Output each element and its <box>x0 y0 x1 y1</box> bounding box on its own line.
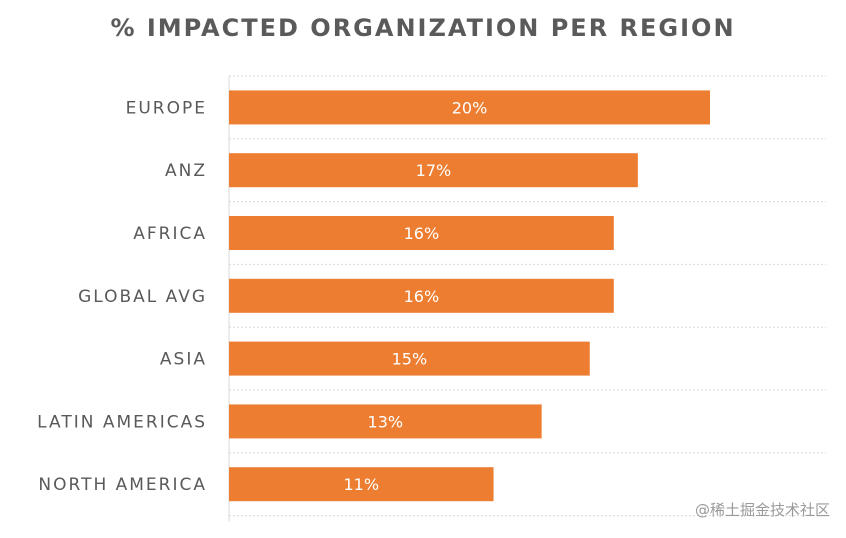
bar <box>229 467 494 502</box>
data-label: 20% <box>452 98 488 117</box>
bar <box>229 341 590 376</box>
category-label: EUROPE <box>126 98 207 118</box>
data-label: 16% <box>404 224 440 243</box>
bar <box>229 216 614 250</box>
chart-title: % IMPACTED ORGANIZATION PER REGION <box>110 14 736 42</box>
bar <box>229 404 542 439</box>
data-label: 16% <box>404 287 440 306</box>
category-label: LATIN AMERICAS <box>37 412 207 432</box>
category-label: GLOBAL AVG <box>78 287 207 307</box>
bar <box>229 90 710 125</box>
category-label: NORTH AMERICA <box>38 475 207 495</box>
data-label: 15% <box>392 350 428 369</box>
watermark: @稀土掘金技术社区 <box>694 501 830 519</box>
data-label: 11% <box>343 475 379 494</box>
category-label: ANZ <box>165 161 207 181</box>
category-label: AFRICA <box>133 224 207 244</box>
bar <box>229 278 614 313</box>
data-label: 17% <box>416 161 452 180</box>
bar <box>229 153 638 188</box>
data-label: 13% <box>368 412 404 431</box>
category-label: ASIA <box>160 350 207 370</box>
